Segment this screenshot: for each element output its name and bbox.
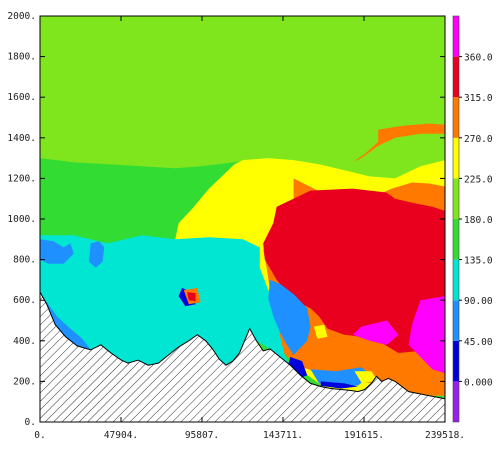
- y-tick-label: 200.: [13, 376, 36, 387]
- colorbar-swatch: [453, 300, 459, 341]
- y-tick-label: 1200.: [7, 173, 36, 184]
- contour-region-3: [352, 123, 445, 163]
- y-tick-label: 400.: [13, 336, 36, 347]
- terrain-mask: [40, 291, 445, 422]
- x-tick-label: 191615.: [344, 430, 384, 441]
- contour-region-16: [320, 381, 358, 389]
- contour-region-10: [89, 241, 105, 268]
- colorbar-label: 0.000: [464, 377, 493, 388]
- x-tick-label: 47904.: [104, 430, 138, 441]
- colorbar-swatch: [453, 16, 459, 57]
- colorbar-swatch: [453, 137, 459, 179]
- colorbar-label: 360.0: [464, 53, 493, 64]
- colorbar-label: 315.0: [464, 93, 493, 104]
- contour-region-5: [263, 188, 445, 362]
- y-tick-label: 1400.: [7, 133, 36, 144]
- y-tick-label: 1000.: [7, 214, 36, 225]
- colorbar-swatch: [453, 178, 459, 219]
- contour-region-19: [187, 292, 196, 302]
- colorbar-label: 270.0: [464, 134, 493, 145]
- contour-region-9: [40, 239, 74, 264]
- contour-region-20: [313, 324, 328, 339]
- colorbar-swatch: [453, 219, 459, 260]
- y-tick-label: 600.: [13, 295, 36, 306]
- colorbar-label: 135.0: [464, 256, 493, 267]
- contour-regions: [40, 16, 445, 422]
- contour-region-1: [40, 16, 445, 219]
- colorbar-label: 90.00: [464, 296, 493, 307]
- contour-region-11: [268, 279, 311, 355]
- colorbar-label: 45.00: [464, 337, 493, 348]
- colorbar-label: 225.0: [464, 174, 493, 185]
- contour-region-21: [354, 371, 379, 383]
- contour-region-8: [40, 235, 294, 370]
- colorbar-swatch: [453, 97, 459, 138]
- x-tick-label: 143711.: [263, 430, 303, 441]
- contour-region-12: [40, 292, 91, 350]
- y-tick-label: 800.: [13, 255, 36, 266]
- colorbar-swatch: [453, 340, 459, 382]
- colorbar: 0.000 45.00 90.00 135.0 180.0 225.0 270.0 315.0…: [452, 15, 493, 423]
- y-tick-label: 1800.: [7, 52, 36, 63]
- colorbar-swatch: [453, 56, 459, 98]
- contour-region-7: [352, 320, 399, 345]
- colorbar-swatch: [453, 381, 459, 422]
- contour-region-6: [408, 296, 445, 374]
- y-tick-label: 0.: [25, 417, 36, 428]
- colorbar-swatch: [453, 259, 459, 301]
- terrain-hatch: [40, 291, 445, 422]
- y-tick-label: 2000.: [7, 11, 36, 22]
- y-tick-label: 1600.: [7, 92, 36, 103]
- colorbar-label: 180.0: [464, 215, 493, 226]
- x-tick-label: 0.: [34, 430, 45, 441]
- axes: 0. 200. 400. 600. 800. 1000. 1200. 1400. 1600. 18…: [7, 11, 465, 441]
- x-tick-label: 95807.: [185, 430, 219, 441]
- x-tick-label: 239518.: [425, 430, 465, 441]
